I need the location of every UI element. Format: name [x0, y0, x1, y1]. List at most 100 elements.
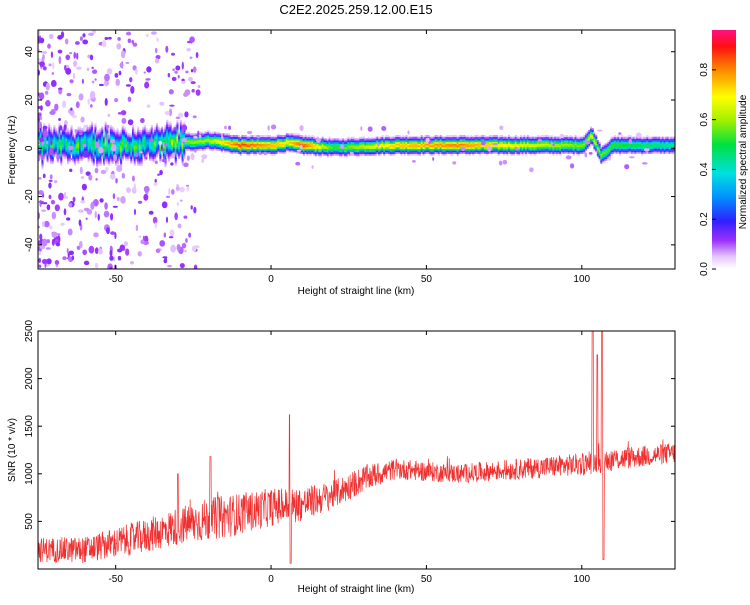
heatmap-cell — [513, 151, 516, 154]
heatmap-cell — [227, 143, 230, 146]
heatmap-cell — [531, 140, 535, 143]
heatmap-cell — [308, 151, 311, 154]
heatmap-cell — [137, 158, 140, 161]
heatmap-cell — [140, 153, 143, 156]
heatmap-cell — [150, 153, 153, 156]
heatmap-speckle — [171, 76, 177, 81]
heatmap-cell — [557, 140, 560, 143]
heatmap-cell — [113, 131, 116, 134]
heatmap-cell — [171, 131, 174, 134]
heatmap-speckle — [80, 116, 85, 123]
heatmap-cell — [111, 158, 114, 161]
heatmap-cell — [135, 158, 138, 161]
heatmap-cell — [241, 146, 244, 149]
heatmap-cell — [654, 143, 658, 146]
heatmap-cell — [215, 145, 218, 148]
heatmap-cell — [161, 128, 164, 131]
heatmap-cell — [126, 153, 129, 156]
heatmap-cell — [188, 141, 191, 144]
heatmap-speckle — [193, 264, 198, 269]
heatmap-cell — [70, 153, 73, 156]
heatmap-speckle — [110, 213, 114, 221]
heatmap-cell — [90, 138, 94, 141]
heatmap-cell — [391, 148, 394, 151]
heatmap-cell — [63, 138, 66, 141]
heatmap-cell — [159, 128, 162, 131]
heatmap-cell — [641, 138, 644, 141]
heatmap-cell — [460, 136, 463, 139]
heatmap-cell — [138, 143, 141, 146]
heatmap-cell — [285, 136, 288, 139]
heatmap-cell — [143, 128, 147, 131]
heatmap-cell — [302, 141, 306, 144]
heatmap-cell — [176, 126, 179, 129]
heatmap-speckle — [120, 110, 127, 116]
heatmap-cell — [518, 146, 521, 149]
heatmap-cell — [391, 145, 394, 148]
heatmap-cell — [41, 162, 44, 165]
heatmap-cell — [161, 141, 164, 144]
heatmap-cell — [355, 146, 358, 149]
heatmap-cell — [138, 131, 141, 134]
heatmap-cell — [111, 133, 114, 136]
heatmap-cell — [306, 146, 309, 149]
heatmap-cell — [67, 138, 70, 141]
heatmap-cell — [465, 148, 468, 151]
heatmap-cell — [648, 136, 651, 139]
heatmap-cell — [666, 145, 670, 148]
heatmap-cell — [439, 135, 442, 138]
heatmap-speckle — [185, 238, 188, 243]
heatmap-cell — [480, 138, 483, 141]
heatmap-cell — [154, 140, 157, 143]
heatmap-cell — [120, 163, 123, 166]
heatmap-cell — [140, 145, 143, 148]
heatmap-cell — [567, 138, 570, 141]
heatmap-cell — [444, 141, 447, 144]
heatmap-cell — [268, 141, 271, 144]
heatmap-cell — [653, 145, 656, 148]
heatmap-cell — [145, 150, 148, 153]
heatmap-cell — [668, 138, 671, 141]
heatmap-cell — [106, 148, 109, 151]
heatmap-cell — [174, 138, 177, 141]
heatmap-cell — [326, 145, 329, 148]
heatmap-cell — [186, 138, 189, 141]
heatmap-cell — [41, 148, 44, 151]
heatmap-cell — [367, 141, 370, 144]
heatmap-cell — [142, 143, 145, 146]
heatmap-cell — [507, 151, 511, 154]
heatmap-cell — [114, 162, 118, 165]
heatmap-cell — [142, 128, 145, 131]
heatmap-cell — [171, 138, 174, 141]
heatmap-cell — [195, 145, 198, 148]
heatmap-cell — [181, 150, 184, 153]
heatmap-cell — [287, 143, 290, 146]
heatmap-cell — [441, 143, 444, 146]
heatmap-cell — [557, 151, 560, 154]
heatmap-cell — [437, 153, 441, 156]
heatmap-cell — [162, 156, 165, 160]
heatmap-cell — [237, 136, 241, 139]
heatmap-cell — [326, 151, 329, 154]
heatmap-cell — [275, 135, 278, 138]
heatmap-cell — [56, 131, 59, 134]
heatmap-cell — [593, 135, 596, 138]
heatmap-cell — [111, 128, 114, 131]
heatmap-cell — [203, 138, 206, 141]
heatmap-cell — [152, 158, 155, 161]
heatmap-cell — [46, 143, 49, 146]
heatmap-cell — [137, 151, 140, 154]
heatmap-cell — [308, 143, 311, 146]
heatmap-cell — [253, 151, 256, 154]
heatmap-cell — [80, 145, 83, 148]
heatmap-cell — [325, 150, 328, 153]
heatmap-cell — [55, 128, 58, 131]
heatmap-cell — [61, 129, 65, 133]
heatmap-cell — [384, 143, 388, 146]
heatmap-cell — [330, 153, 333, 156]
heatmap-cell — [578, 148, 581, 151]
heatmap-cell — [147, 133, 150, 136]
heatmap-cell — [525, 141, 528, 144]
heatmap-cell — [465, 138, 468, 141]
heatmap-cell — [118, 136, 121, 139]
